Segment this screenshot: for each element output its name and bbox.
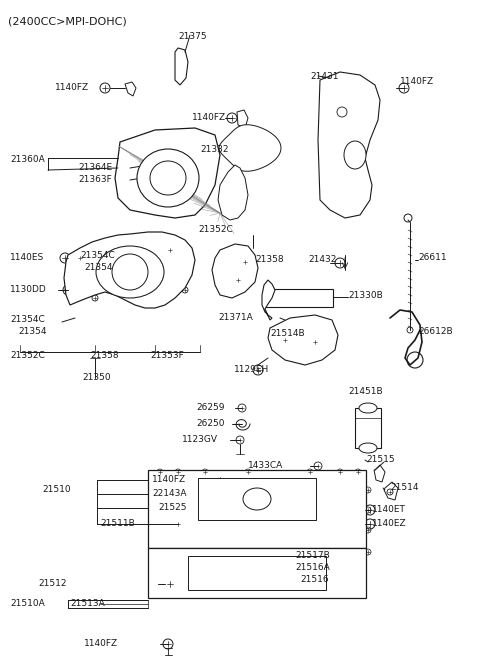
- Ellipse shape: [137, 149, 199, 207]
- Ellipse shape: [150, 161, 186, 195]
- Text: 21352C: 21352C: [10, 351, 45, 361]
- Polygon shape: [268, 315, 338, 365]
- Circle shape: [407, 352, 423, 368]
- Text: 1140FZ: 1140FZ: [55, 84, 89, 92]
- Text: 21354: 21354: [84, 262, 112, 272]
- Text: 1129EH: 1129EH: [234, 365, 269, 375]
- Text: 1140ES: 1140ES: [10, 254, 44, 262]
- Text: 21431: 21431: [310, 72, 338, 81]
- Circle shape: [337, 107, 347, 117]
- Text: 21358: 21358: [90, 351, 119, 361]
- Text: 21525: 21525: [158, 504, 187, 512]
- Ellipse shape: [359, 403, 377, 413]
- Polygon shape: [64, 232, 195, 308]
- Text: 21363F: 21363F: [78, 175, 112, 185]
- Ellipse shape: [243, 488, 271, 510]
- Polygon shape: [219, 124, 281, 171]
- Text: 21513A: 21513A: [70, 599, 105, 609]
- Text: 21511B: 21511B: [100, 520, 135, 529]
- Circle shape: [407, 327, 413, 333]
- Text: 1140FZ: 1140FZ: [84, 640, 118, 648]
- Polygon shape: [384, 482, 398, 500]
- Bar: [355, 408, 381, 448]
- Text: 21364E: 21364E: [78, 163, 112, 173]
- Text: 21350: 21350: [82, 373, 110, 383]
- Text: 1123GV: 1123GV: [182, 436, 218, 444]
- Text: 21358: 21358: [255, 256, 284, 264]
- Text: 22143A: 22143A: [152, 490, 187, 498]
- Ellipse shape: [359, 443, 377, 453]
- Text: 26259: 26259: [196, 403, 225, 413]
- Ellipse shape: [96, 246, 164, 298]
- Text: 21353F: 21353F: [150, 351, 184, 361]
- Text: 21516: 21516: [300, 575, 329, 585]
- Text: 21510: 21510: [42, 486, 71, 494]
- Text: 21432: 21432: [308, 256, 336, 264]
- Polygon shape: [318, 72, 380, 218]
- Text: 1140FZ: 1140FZ: [152, 476, 186, 484]
- Text: 1433CA: 1433CA: [248, 462, 283, 470]
- Bar: [265, 289, 333, 307]
- Text: 1140EZ: 1140EZ: [372, 520, 407, 529]
- Text: 21354: 21354: [18, 328, 47, 337]
- Polygon shape: [237, 110, 248, 128]
- Text: 21354C: 21354C: [10, 316, 45, 324]
- Bar: [148, 470, 366, 548]
- Text: 21375: 21375: [178, 32, 206, 41]
- Text: 1130DD: 1130DD: [10, 286, 47, 294]
- Text: 21371A: 21371A: [218, 314, 253, 322]
- Text: (2400CC>MPI-DOHC): (2400CC>MPI-DOHC): [8, 17, 127, 27]
- Polygon shape: [212, 244, 258, 298]
- Text: 21514B: 21514B: [270, 330, 305, 339]
- Text: 26611: 26611: [418, 254, 446, 262]
- Text: 21451B: 21451B: [348, 387, 383, 397]
- Polygon shape: [374, 465, 385, 482]
- Text: 21352C: 21352C: [198, 225, 233, 235]
- Text: 21512: 21512: [38, 579, 67, 589]
- Text: 1140FZ: 1140FZ: [400, 78, 434, 86]
- Bar: [198, 478, 316, 520]
- Text: 21515: 21515: [366, 456, 395, 464]
- Polygon shape: [115, 128, 220, 218]
- Text: 21332: 21332: [200, 145, 228, 155]
- Text: 1140FZ: 1140FZ: [192, 114, 226, 122]
- Polygon shape: [262, 280, 275, 320]
- Bar: [188, 556, 326, 590]
- Text: 21360A: 21360A: [10, 155, 45, 165]
- Bar: [148, 548, 366, 598]
- Text: 26250: 26250: [196, 419, 225, 429]
- Polygon shape: [218, 165, 248, 220]
- Text: 1140ET: 1140ET: [372, 506, 406, 514]
- Text: 21514: 21514: [390, 484, 419, 492]
- Polygon shape: [175, 48, 188, 85]
- Text: 21517B: 21517B: [295, 551, 330, 561]
- Text: 21330B: 21330B: [348, 292, 383, 300]
- Circle shape: [404, 214, 412, 222]
- Text: 21510A: 21510A: [10, 599, 45, 609]
- Text: 21516A: 21516A: [295, 563, 330, 573]
- Ellipse shape: [344, 141, 366, 169]
- Polygon shape: [125, 82, 136, 96]
- Text: 26612B: 26612B: [418, 328, 453, 337]
- Text: 21354C: 21354C: [80, 250, 115, 260]
